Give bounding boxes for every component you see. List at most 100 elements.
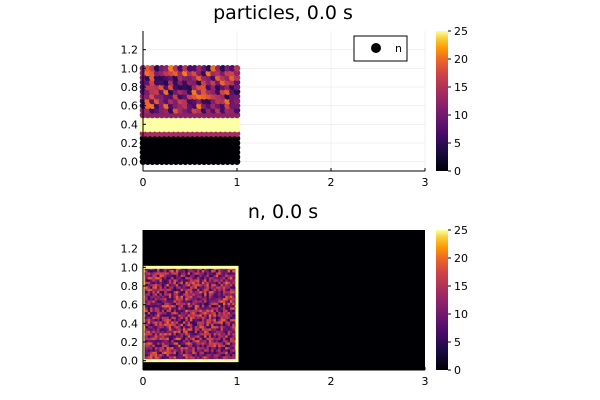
- heatmap-cell: [164, 328, 167, 331]
- heatmap-cell: [213, 337, 217, 341]
- particle-point: [158, 97, 166, 105]
- heatmap-cell: [152, 274, 156, 278]
- heatmap-cell: [222, 283, 226, 287]
- particle-point: [229, 93, 236, 100]
- particle-point: [149, 74, 156, 81]
- heatmap-cell: [215, 342, 219, 345]
- heatmap-cell: [192, 344, 196, 348]
- heatmap-cell: [213, 335, 217, 338]
- heatmap-cell: [161, 339, 165, 343]
- heatmap-cell: [232, 344, 236, 348]
- heatmap-cell: [187, 318, 191, 322]
- heatmap-cell: [159, 286, 163, 289]
- colorbar-tick-label: 0: [454, 364, 461, 377]
- heatmap-cell: [178, 337, 181, 341]
- heatmap-cell: [204, 290, 207, 294]
- heatmap-cell: [211, 295, 214, 299]
- particle-point: [219, 102, 227, 109]
- particle-point: [219, 158, 227, 165]
- heatmap-cell: [232, 281, 236, 285]
- heatmap-cell: [199, 281, 203, 285]
- heatmap-cell: [161, 300, 165, 303]
- heatmap-cell: [213, 283, 217, 287]
- heatmap-cell: [222, 279, 226, 282]
- heatmap-cell: [201, 293, 205, 296]
- heatmap-cell: [157, 274, 160, 278]
- heatmap-cell: [194, 323, 198, 327]
- particle-point: [167, 65, 175, 72]
- heatmap-cell: [180, 342, 184, 345]
- heatmap-cell: [150, 349, 153, 352]
- heatmap-cell: [229, 346, 233, 350]
- heatmap-cell: [173, 300, 177, 303]
- particle-point: [144, 97, 151, 105]
- particle-point: [233, 130, 241, 137]
- particle-point: [229, 116, 236, 123]
- particle-point: [158, 107, 166, 114]
- y-tick-label: 1.0: [121, 261, 139, 274]
- heatmap-cell: [154, 311, 158, 315]
- heatmap-cell: [211, 342, 214, 345]
- particle-point: [210, 83, 217, 91]
- heatmap-cell: [166, 276, 170, 280]
- particle-point: [219, 125, 227, 133]
- heatmap-cell: [208, 316, 212, 320]
- heatmap-cell: [201, 302, 205, 306]
- heatmap-cell: [204, 295, 207, 299]
- heatmap-cell: [182, 337, 186, 341]
- heatmap-cell: [194, 281, 198, 285]
- heatmap-cell: [218, 302, 221, 306]
- heatmap-cell: [225, 283, 228, 287]
- heatmap-cell: [180, 346, 184, 350]
- heatmap-cell: [227, 309, 231, 313]
- heatmap-cell: [215, 351, 219, 355]
- heatmap-cell: [166, 272, 170, 275]
- particle-point: [158, 88, 166, 95]
- heatmap-cell: [173, 323, 177, 327]
- heatmap-cell: [190, 286, 193, 289]
- heatmap-cell: [197, 353, 200, 357]
- heatmap-cell: [145, 286, 149, 289]
- heatmap-cell: [190, 323, 193, 327]
- heatmap-cell: [157, 281, 160, 285]
- heatmap-cell: [147, 349, 151, 352]
- heatmap-cell: [166, 281, 170, 285]
- particle-point: [149, 88, 156, 95]
- heatmap-cell: [208, 353, 212, 357]
- heatmap-cell: [185, 344, 189, 348]
- particle-point: [177, 125, 184, 133]
- particle-point: [219, 121, 227, 128]
- heatmap-cell: [171, 281, 174, 285]
- heatmap-cell: [171, 293, 174, 296]
- particle-point: [210, 107, 217, 114]
- heatmap-cell: [145, 279, 149, 282]
- heatmap-cell: [154, 297, 158, 301]
- y-tick-label: 0.6: [121, 299, 139, 312]
- heatmap-cell: [194, 332, 198, 336]
- heatmap-cell: [159, 311, 163, 315]
- particle-point: [200, 116, 208, 123]
- heatmap-cell: [213, 321, 217, 324]
- heatmap-cell: [180, 353, 184, 357]
- particle-point: [144, 79, 151, 86]
- heatmap-cell: [199, 276, 203, 280]
- heatmap-cell: [197, 314, 200, 317]
- particle-point: [229, 125, 236, 133]
- particle-point: [182, 139, 189, 147]
- heatmap-cell: [194, 342, 198, 345]
- heatmap-cell: [192, 297, 196, 301]
- particle-point: [233, 69, 241, 77]
- heatmap-cell: [213, 353, 217, 357]
- heatmap-cell: [197, 281, 200, 285]
- heatmap-cell: [147, 339, 151, 343]
- heatmap-cell: [159, 337, 163, 341]
- particle-point: [205, 130, 213, 137]
- heatmap-cell: [157, 307, 160, 310]
- particle-point: [163, 116, 170, 123]
- heatmap-cell: [208, 297, 212, 301]
- heatmap-cell: [218, 316, 221, 320]
- heatmap-cell: [154, 332, 158, 336]
- heatmap-cell: [154, 337, 158, 341]
- heatmap-cell: [232, 316, 236, 320]
- heatmap-cell: [222, 328, 226, 331]
